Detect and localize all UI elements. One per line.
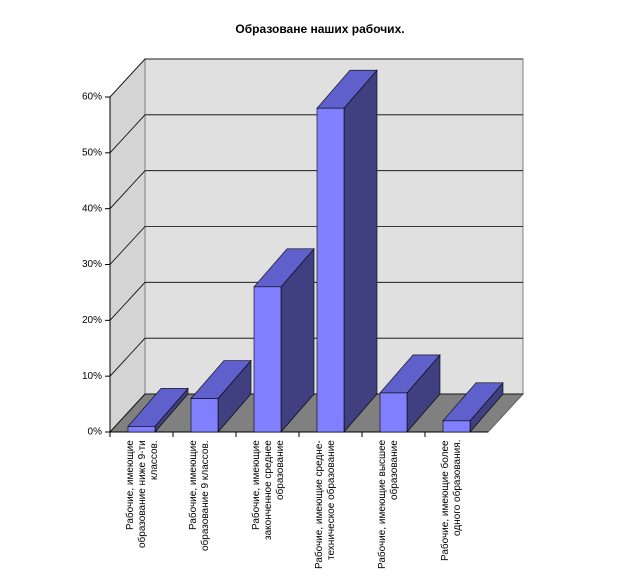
bar-front xyxy=(442,420,471,433)
bar xyxy=(127,387,189,433)
y-tick-label: 10% xyxy=(82,371,102,382)
bar xyxy=(316,69,378,433)
bar-front xyxy=(316,107,345,433)
x-tick-label: Рабочие, имеющие законченное среднее обр… xyxy=(250,440,286,540)
grid-line xyxy=(109,114,523,154)
grid-line xyxy=(109,226,523,265)
y-tick-label: 0% xyxy=(88,427,103,438)
bar xyxy=(253,248,315,433)
x-tick-label: Рабочие, имеющие средне-техническое обра… xyxy=(313,440,337,569)
x-tick-label: Рабочие, имеющие образование ниже 9-ти к… xyxy=(124,440,160,548)
bar-front xyxy=(253,286,282,433)
bar-front xyxy=(190,398,219,433)
bar-side xyxy=(343,69,378,433)
grid-line xyxy=(109,337,523,377)
y-tick-label: 30% xyxy=(82,259,102,270)
grid-line xyxy=(109,281,523,321)
y-tick-label: 60% xyxy=(82,92,102,103)
x-tick-label: Рабочие, имеющие более одного образовани… xyxy=(439,440,463,561)
chart-title: Образоване наших рабочих. xyxy=(235,22,404,36)
x-tick-label: Рабочие, имеющие образование 9 классов. xyxy=(187,440,211,551)
bar xyxy=(442,382,504,433)
y-tick-label: 20% xyxy=(82,315,102,326)
y-tick-label: 50% xyxy=(82,147,102,158)
grid-line xyxy=(109,170,523,209)
bar-front xyxy=(379,392,408,433)
bar xyxy=(190,359,252,433)
grid-line xyxy=(109,58,523,98)
bar-front xyxy=(127,426,156,433)
bar xyxy=(379,354,441,433)
y-tick-label: 40% xyxy=(82,203,102,214)
x-tick-label: Рабочие, имеющие высшее образование xyxy=(376,440,400,570)
